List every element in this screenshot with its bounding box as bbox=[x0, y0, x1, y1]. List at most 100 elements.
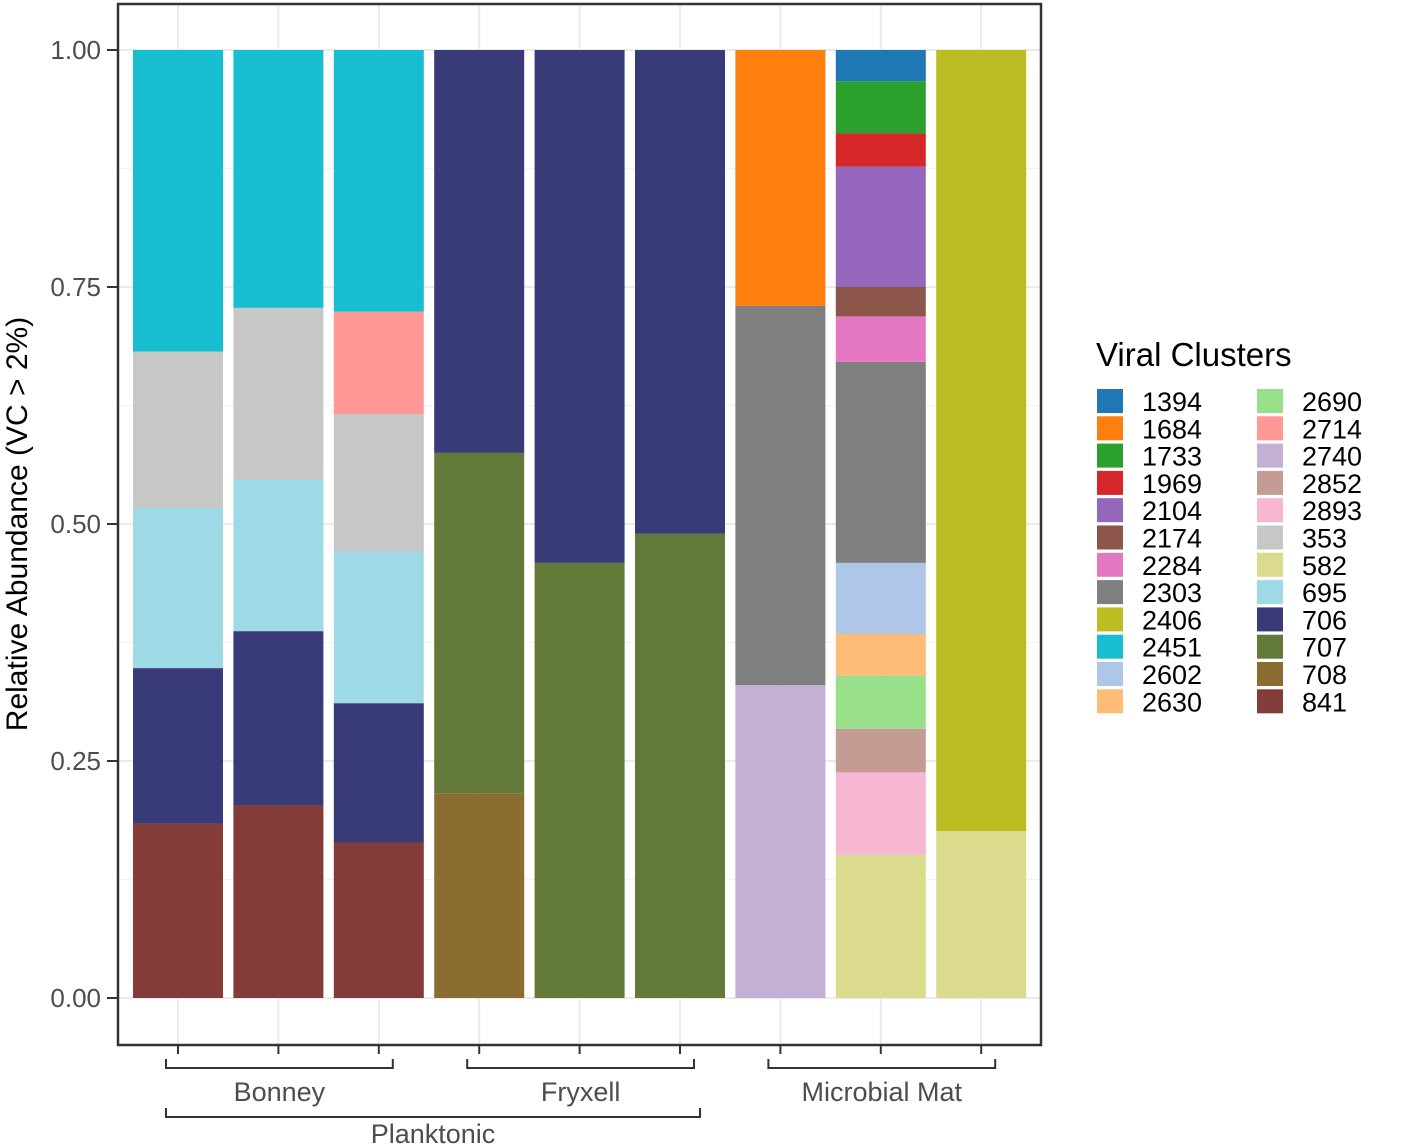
bar-segment-2690 bbox=[835, 675, 926, 729]
bar-segment-2630 bbox=[835, 633, 926, 676]
legend-item-2690: 2690 bbox=[1257, 387, 1362, 417]
legend-key-2740 bbox=[1257, 443, 1283, 468]
legend-key-2893 bbox=[1257, 498, 1283, 523]
bar-segment-706 bbox=[333, 703, 424, 843]
bar-segment-706 bbox=[635, 50, 725, 534]
legend-item-2451: 2451 bbox=[1097, 633, 1202, 663]
bar-stack-6 bbox=[635, 50, 725, 998]
legend-key-841 bbox=[1257, 689, 1283, 714]
y-tick-label: 0.00 bbox=[50, 983, 101, 1013]
bar-segment-708 bbox=[434, 793, 525, 998]
legend-key-2406 bbox=[1097, 607, 1123, 632]
legend-item-353: 353 bbox=[1257, 524, 1347, 554]
legend-item-582: 582 bbox=[1257, 551, 1347, 581]
bar-segment-2406 bbox=[936, 50, 1027, 832]
legend-key-2714 bbox=[1257, 416, 1283, 441]
legend-key-2104 bbox=[1097, 498, 1123, 523]
group-bracket-microbial-mat-line bbox=[767, 1059, 997, 1069]
bar-segment-2451 bbox=[333, 50, 424, 312]
bar-segment-707 bbox=[534, 562, 625, 998]
legend-item-1684: 1684 bbox=[1097, 414, 1202, 444]
legend-item-708: 708 bbox=[1257, 660, 1347, 690]
bar-segment-353 bbox=[133, 351, 223, 508]
legend-label: 1969 bbox=[1142, 469, 1202, 499]
bar-segment-695 bbox=[333, 551, 424, 704]
legend-label: 2690 bbox=[1302, 387, 1362, 417]
bar-segment-2104 bbox=[835, 166, 926, 287]
legend-item-1969: 1969 bbox=[1097, 469, 1202, 499]
legend-key-2630 bbox=[1097, 689, 1123, 714]
legend-title: Viral Clusters bbox=[1096, 336, 1292, 373]
bar-segment-706 bbox=[534, 50, 625, 563]
legend-item-1394: 1394 bbox=[1097, 387, 1202, 417]
legend-item-2893: 2893 bbox=[1257, 496, 1362, 526]
legend-key-707 bbox=[1257, 634, 1283, 659]
legend-label: 2893 bbox=[1302, 496, 1362, 526]
legend-label: 2451 bbox=[1142, 633, 1202, 663]
bar-segment-706 bbox=[133, 668, 223, 824]
legend-label: 2303 bbox=[1142, 578, 1202, 608]
legend-item-2406: 2406 bbox=[1097, 605, 1202, 635]
legend-key-706 bbox=[1257, 607, 1283, 632]
legend: Viral Clusters 1394168417331969210421742… bbox=[1096, 336, 1362, 717]
legend-item-2630: 2630 bbox=[1097, 687, 1202, 717]
legend-item-706: 706 bbox=[1257, 605, 1347, 635]
legend-key-2690 bbox=[1257, 389, 1283, 413]
bar-segment-841 bbox=[133, 823, 223, 998]
bar-segment-2303 bbox=[735, 305, 826, 686]
y-tick-label: 0.50 bbox=[50, 509, 101, 539]
group-bracket-bonney-label: Bonney bbox=[234, 1077, 326, 1107]
group-bracket-bonney: Bonney bbox=[165, 1059, 394, 1107]
bar-segment-2893 bbox=[835, 772, 926, 855]
bar-stack-3 bbox=[333, 50, 424, 998]
legend-label: 2174 bbox=[1142, 524, 1202, 554]
bar-segment-707 bbox=[434, 452, 525, 794]
bar-segment-707 bbox=[635, 533, 725, 998]
legend-label: 706 bbox=[1302, 605, 1347, 635]
bar-segment-841 bbox=[233, 805, 324, 998]
legend-key-2174 bbox=[1097, 525, 1123, 550]
bar-segment-582 bbox=[936, 831, 1027, 998]
group-bracket-fryxell: Fryxell bbox=[466, 1059, 695, 1107]
legend-label: 2740 bbox=[1302, 442, 1362, 472]
legend-label: 708 bbox=[1302, 660, 1347, 690]
legend-key-1394 bbox=[1097, 389, 1123, 413]
group-bracket-bonney-line bbox=[165, 1059, 394, 1069]
bar-stack-2 bbox=[233, 50, 324, 998]
bar-stack-4 bbox=[434, 50, 525, 998]
legend-label: 1684 bbox=[1142, 414, 1202, 444]
legend-item-2284: 2284 bbox=[1097, 551, 1202, 581]
legend-key-695 bbox=[1257, 580, 1283, 605]
legend-item-2602: 2602 bbox=[1097, 660, 1202, 690]
group-bracket-fryxell-label: Fryxell bbox=[541, 1077, 621, 1107]
bar-stack-9 bbox=[936, 50, 1027, 998]
bar-segment-2714 bbox=[333, 311, 424, 415]
legend-label: 2630 bbox=[1142, 687, 1202, 717]
legend-item-695: 695 bbox=[1257, 578, 1347, 608]
legend-item-2104: 2104 bbox=[1097, 496, 1202, 526]
bar-segment-2451 bbox=[133, 50, 223, 352]
legend-label: 695 bbox=[1302, 578, 1347, 608]
legend-label: 2406 bbox=[1142, 605, 1202, 635]
bar-segment-2602 bbox=[835, 562, 926, 634]
supergroup-bracket-planktonic-line bbox=[165, 1108, 701, 1118]
legend-item-2852: 2852 bbox=[1257, 469, 1362, 499]
y-tick-label: 0.75 bbox=[50, 272, 101, 302]
legend-item-2714: 2714 bbox=[1257, 414, 1362, 444]
legend-key-1684 bbox=[1097, 416, 1123, 441]
legend-key-708 bbox=[1257, 662, 1283, 686]
legend-key-2303 bbox=[1097, 580, 1123, 605]
bar-segment-2852 bbox=[835, 728, 926, 773]
bar-stack-5 bbox=[534, 50, 625, 998]
legend-key-1969 bbox=[1097, 470, 1123, 495]
bar-segment-2174 bbox=[835, 287, 926, 317]
x-axis: Bonney Fryxell Microbial Mat Planktonic bbox=[165, 1045, 997, 1146]
bar-stack-1 bbox=[133, 50, 223, 998]
bar-segment-1969 bbox=[835, 133, 926, 167]
legend-key-2602 bbox=[1097, 662, 1123, 686]
bar-segment-1733 bbox=[835, 81, 926, 134]
bar-segment-1394 bbox=[835, 50, 926, 82]
bar-segment-2284 bbox=[835, 316, 926, 362]
bar-segment-582 bbox=[835, 854, 926, 998]
